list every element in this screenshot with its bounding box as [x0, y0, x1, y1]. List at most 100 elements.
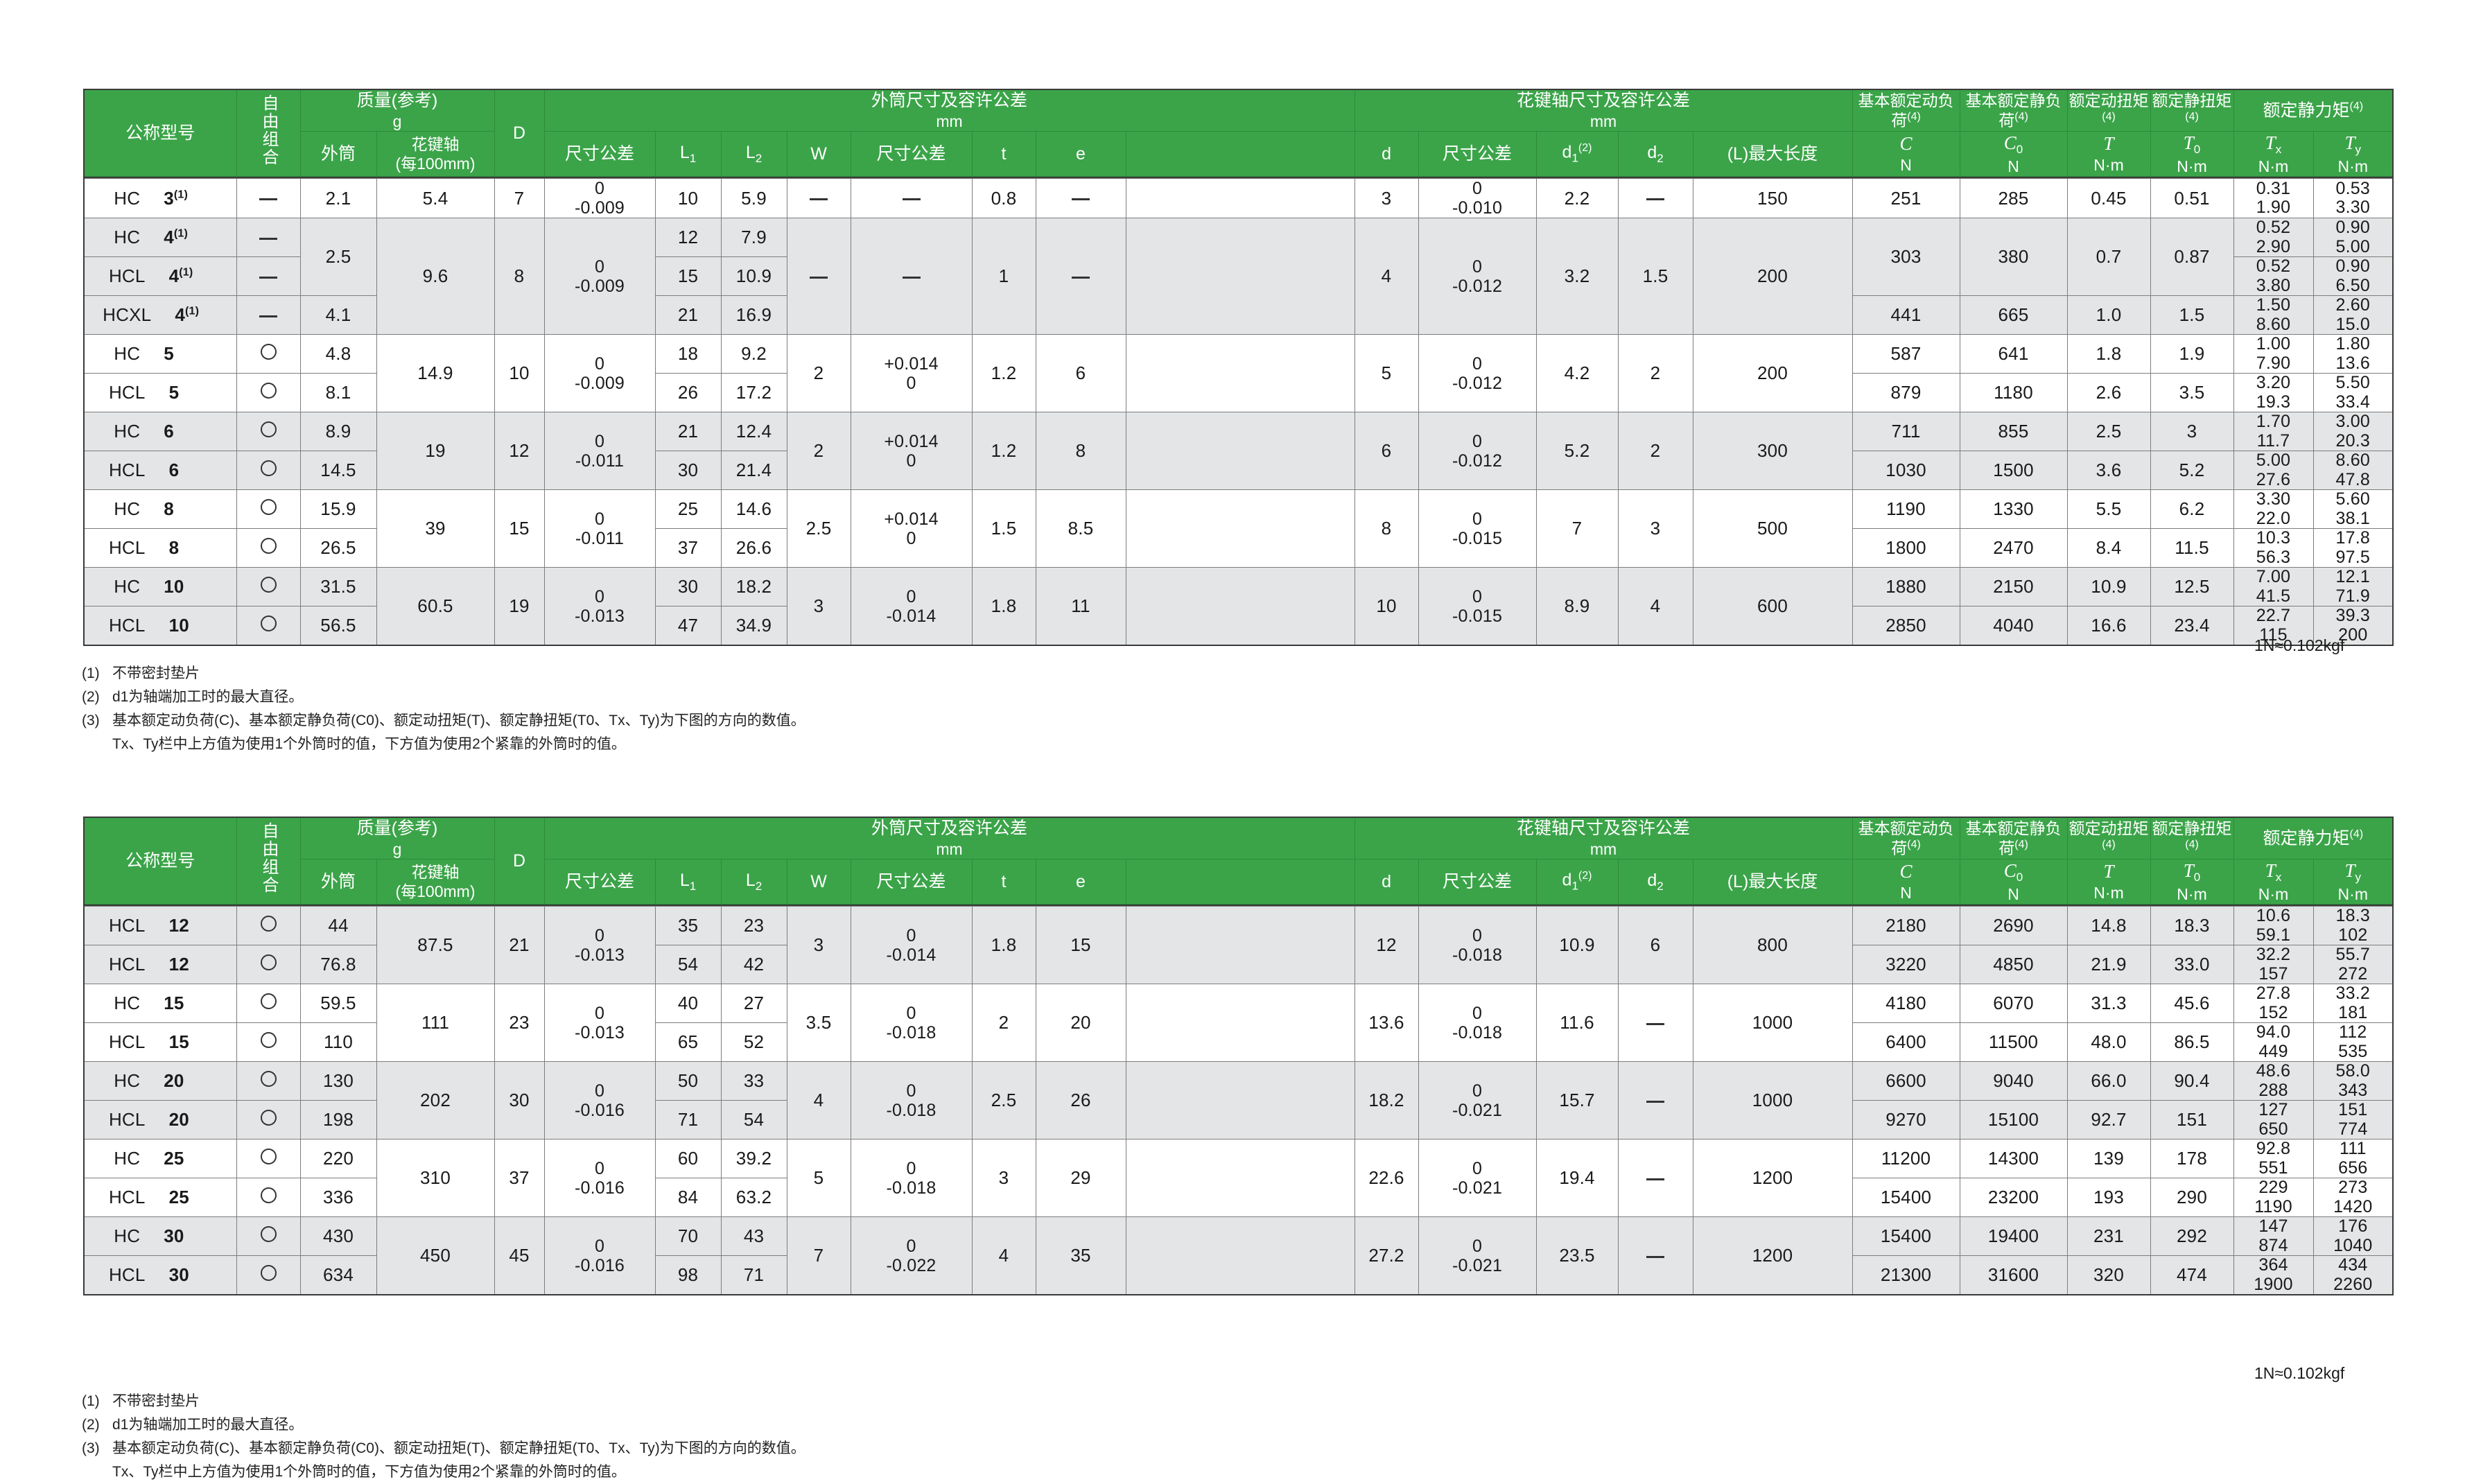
cell-free-combination [236, 295, 301, 335]
cell-d1: 2.2 [1564, 187, 1590, 209]
col-model: 公称型号 [83, 89, 237, 177]
spline-group-title: 花键轴尺寸及容许公差 [1517, 819, 1691, 838]
sym-Tx-unit: N·m [2258, 157, 2289, 176]
cell-free-combination [236, 945, 301, 985]
col-max-length: (L)最大长度 [1692, 858, 1853, 905]
sym-C0-unit: N [2007, 157, 2019, 176]
cell-T: 1.0 [2096, 304, 2122, 326]
cell-t: 1.8 [991, 595, 1017, 617]
cell-d1: 19.4 [1559, 1167, 1595, 1189]
cell-tube-tol: 0 -0.016 [574, 1158, 625, 1198]
cell-t: 1.8 [991, 934, 1017, 956]
cell-mass-outer: 8.9 [325, 421, 351, 442]
cell-L1: 65 [677, 1031, 699, 1053]
cell-e: 35 [1070, 1245, 1091, 1266]
dash-icon [259, 237, 277, 240]
sym-Ty: T [2344, 132, 2355, 153]
cell-Ty: 0.53 3.30 [2312, 178, 2394, 219]
cell-Tx: 0.52 3.80 [2233, 256, 2314, 297]
table-row: HCL 20 198 71 54 9270 15100 92.7 151 127 650 151 774 [83, 1100, 2394, 1140]
cell-mass-outer: 130 [323, 1070, 354, 1092]
cell-d2 [1646, 1245, 1665, 1266]
d2-sub: 2 [1657, 151, 1664, 165]
cell-L2: 5.9 [741, 187, 767, 209]
cell-tube-tol: 0 -0.013 [574, 1003, 625, 1042]
kgf-note-2: 1N≈0.102kgf [2254, 1364, 2345, 1382]
cell-model: HCL 12 [83, 945, 237, 985]
cell-model: HC 5 [83, 334, 237, 374]
col-group-spline: 花键轴尺寸及容许公差 mm [1354, 89, 1853, 132]
col-group-tube: 外筒尺寸及容许公差 mm [543, 817, 1355, 859]
cell-free-combination [236, 178, 301, 219]
cell-free-combination [236, 1216, 301, 1257]
cell-Ty: 5.60 38.1 [2312, 489, 2394, 530]
col-group-static-moment: 额定静力矩(4) [2233, 89, 2394, 132]
table-header-row-1: 公称型号 自由组合 质量(参考) g D 外筒尺寸及容许公差 mm 花键轴尺寸及… [83, 89, 2394, 177]
sym-Ty-sub: y [2355, 142, 2362, 156]
stat-load-sup: (4) [2014, 838, 2028, 850]
cell-free-combination [236, 334, 301, 374]
cell-d: 5 [1381, 363, 1392, 384]
cell-d2: 1.5 [1642, 265, 1669, 287]
cell-d-tol: 0 -0.021 [1452, 1236, 1503, 1275]
cell-L1: 10 [677, 187, 699, 209]
spline-group-unit: mm [1589, 839, 1617, 858]
cell-C0: 1330 [1993, 498, 2034, 520]
cell-L1: 37 [677, 537, 699, 559]
spec-table-1-body: HC 3(1) 2.1 5.4 7 0 -0.009 10 5.9 0.8 3 0 -0.010 2.2 1… [83, 178, 2394, 646]
cell-T0: 292 [2177, 1225, 2207, 1247]
sym-Ty: T [2344, 859, 2355, 881]
cell-tube-tol: 0 -0.013 [574, 925, 625, 965]
cell-T: 320 [2093, 1264, 2124, 1286]
cell-mass-spline: 5.4 [422, 187, 448, 209]
cell-Tx: 1.50 8.60 [2233, 295, 2314, 335]
table-row: HCXL 4(1) 4.1 21 16.9 441 665 1.0 1.5 1.50 8.60 2.6… [83, 295, 2394, 335]
sym-Tx: T [2265, 859, 2276, 881]
cell-L1: 70 [677, 1225, 699, 1247]
cell-L1: 84 [677, 1187, 699, 1208]
cell-free-combination [236, 489, 301, 530]
cell-L1: 40 [677, 993, 699, 1014]
cell-model: HC 10 [83, 567, 237, 607]
stat-moment-label: 额定静力矩 [2263, 828, 2350, 848]
cell-Ty: 39.3 200 [2312, 606, 2394, 646]
cell-Ty: 8.60 47.8 [2312, 451, 2394, 491]
col-tube-spacer [1125, 130, 1355, 177]
cell-W: 3.5 [805, 1012, 832, 1033]
cell-C0: 285 [1998, 187, 2029, 209]
cell-Ty: 112 535 [2312, 1022, 2394, 1063]
cell-model: HCL 20 [83, 1100, 237, 1140]
cell-mass-spline: 19 [425, 440, 446, 462]
cell-C0: 2470 [1993, 537, 2034, 559]
cell-L1: 54 [677, 954, 699, 975]
mass-spline-label: 花键轴 [411, 862, 460, 881]
sym-C0-unit: N [2007, 885, 2019, 904]
cell-e: 20 [1070, 1012, 1091, 1033]
cell-d-tol: 0 -0.018 [1452, 1003, 1503, 1042]
cell-T0: 290 [2177, 1187, 2207, 1208]
cell-Tx: 5.00 27.6 [2233, 451, 2314, 491]
cell-T0: 86.5 [2174, 1031, 2210, 1053]
circle-icon [260, 1071, 277, 1088]
cell-mass-outer: 14.5 [320, 460, 356, 481]
cell-W: 4 [813, 1090, 824, 1111]
cell-free-combination [236, 1100, 301, 1140]
mass-spline-unit: (每100mm) [395, 882, 476, 900]
mass-group-unit: g [392, 112, 402, 130]
dash-icon [1646, 198, 1665, 201]
dash-icon [810, 198, 828, 201]
sym-C0-sub: 0 [2016, 142, 2023, 156]
cell-T: 1.8 [2096, 343, 2122, 365]
cell-t: 4 [998, 1245, 1009, 1266]
cell-tube-tol: 0 -0.016 [574, 1236, 625, 1275]
dyn-load-sup: (4) [1907, 110, 1921, 123]
table-row: HCL 10 56.5 47 34.9 2850 4040 16.6 23.4 22.7 115 39… [83, 606, 2394, 646]
d1-sub: 1 [1571, 151, 1578, 165]
cell-T0: 6.2 [2179, 498, 2205, 520]
col-sym-T0: T0 N·m [2150, 130, 2234, 177]
cell-mass-outer: 59.5 [320, 993, 356, 1014]
circle-icon [260, 1265, 277, 1282]
cell-mass-outer: 44 [328, 915, 349, 936]
col-L1: L1 [654, 130, 722, 177]
